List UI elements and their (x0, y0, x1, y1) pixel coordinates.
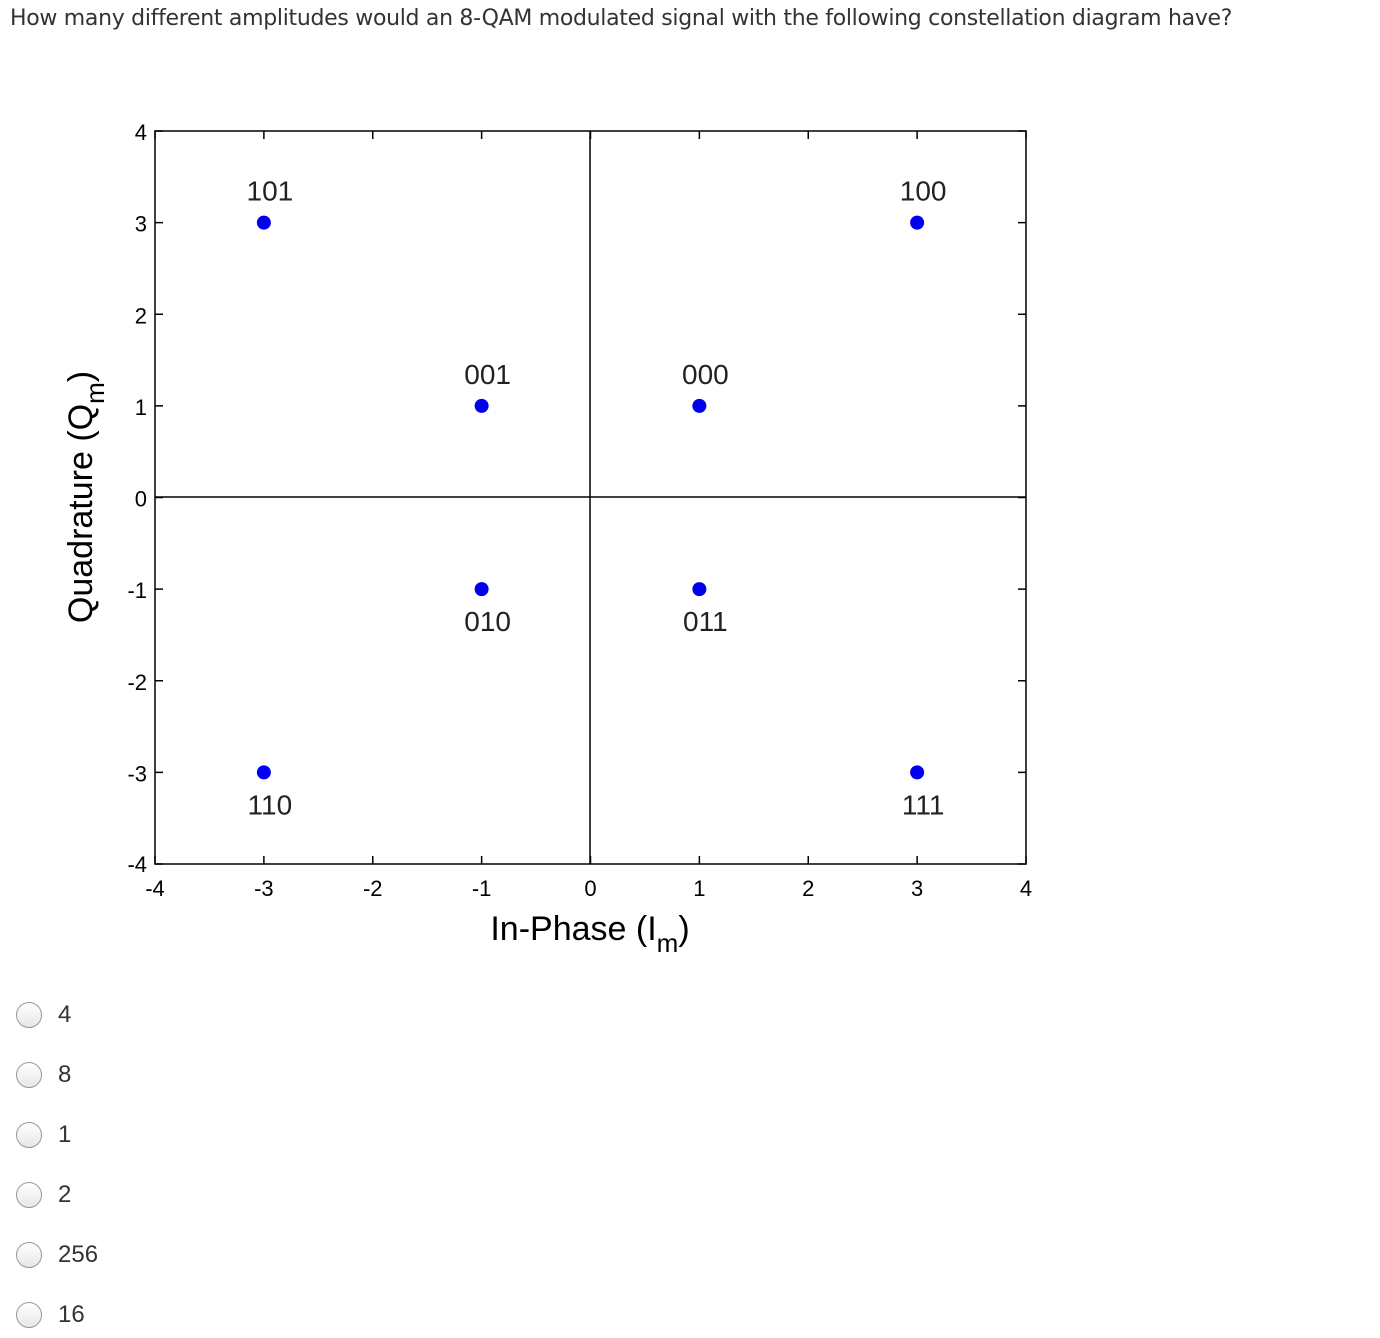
point-label: 011 (683, 606, 728, 637)
y-tick-label: -4 (127, 852, 147, 877)
x-tick-label: 3 (911, 876, 923, 901)
answer-option[interactable]: 16 (16, 1300, 85, 1330)
y-tick-label: -1 (127, 578, 147, 603)
constellation-point (692, 398, 707, 413)
answer-option[interactable]: 8 (16, 1060, 71, 1090)
constellation-point (474, 582, 489, 597)
point-label: 010 (464, 606, 511, 637)
point-label: 101 (247, 176, 294, 207)
answer-option-label: 8 (58, 1061, 72, 1088)
constellation-point (256, 215, 271, 230)
radio-button[interactable] (16, 1302, 42, 1328)
constellation-point (910, 215, 925, 230)
constellation-point (256, 765, 271, 780)
x-tick-label: -4 (145, 876, 165, 901)
constellation-point (910, 765, 925, 780)
radio-button[interactable] (16, 1242, 42, 1268)
x-tick-label: -1 (472, 876, 492, 901)
answer-option[interactable]: 4 (16, 1000, 71, 1030)
point-label: 110 (248, 789, 293, 820)
y-tick-label: -2 (127, 670, 147, 695)
y-tick-label: 2 (135, 303, 147, 328)
answer-option-label: 2 (58, 1181, 72, 1208)
question-text: How many different amplitudes would an 8… (10, 6, 1233, 31)
point-label: 000 (682, 359, 729, 390)
answer-option-label: 1 (58, 1121, 72, 1148)
answer-option-label: 4 (58, 1001, 72, 1028)
point-label: 111 (902, 789, 945, 820)
y-tick-label: 4 (135, 120, 147, 145)
x-tick-label: 2 (802, 876, 814, 901)
answer-option[interactable]: 1 (16, 1120, 71, 1150)
constellation-point (474, 398, 489, 413)
radio-button[interactable] (16, 1182, 42, 1208)
constellation-point (692, 582, 707, 597)
x-tick-label: 0 (584, 876, 596, 901)
radio-button[interactable] (16, 1122, 42, 1148)
y-tick-label: 0 (135, 487, 147, 512)
x-axis-label: In-Phase (Im) (490, 910, 689, 958)
answer-option[interactable]: 256 (16, 1240, 98, 1270)
y-axis-label: Quadrature (Qm) (62, 371, 110, 623)
answer-option[interactable]: 2 (16, 1180, 71, 1210)
answer-option-label: 16 (58, 1301, 85, 1328)
x-tick-label: 4 (1020, 876, 1032, 901)
x-tick-label: -2 (363, 876, 383, 901)
point-label: 100 (900, 176, 947, 207)
constellation-chart: -4 -3 -2 -1 0 1 2 3 4 -4 -3 -2 -1 0 1 2 3 4 101 100 001 000… (62, 120, 1032, 958)
y-tick-label: 1 (135, 395, 147, 420)
x-tick-label: 1 (693, 876, 705, 901)
radio-button[interactable] (16, 1002, 42, 1028)
point-label: 001 (464, 359, 511, 390)
y-tick-label: -3 (127, 761, 147, 786)
radio-button[interactable] (16, 1062, 42, 1088)
x-tick-label: -3 (254, 876, 274, 901)
y-tick-label: 3 (135, 212, 147, 237)
answer-option-label: 256 (58, 1241, 99, 1268)
